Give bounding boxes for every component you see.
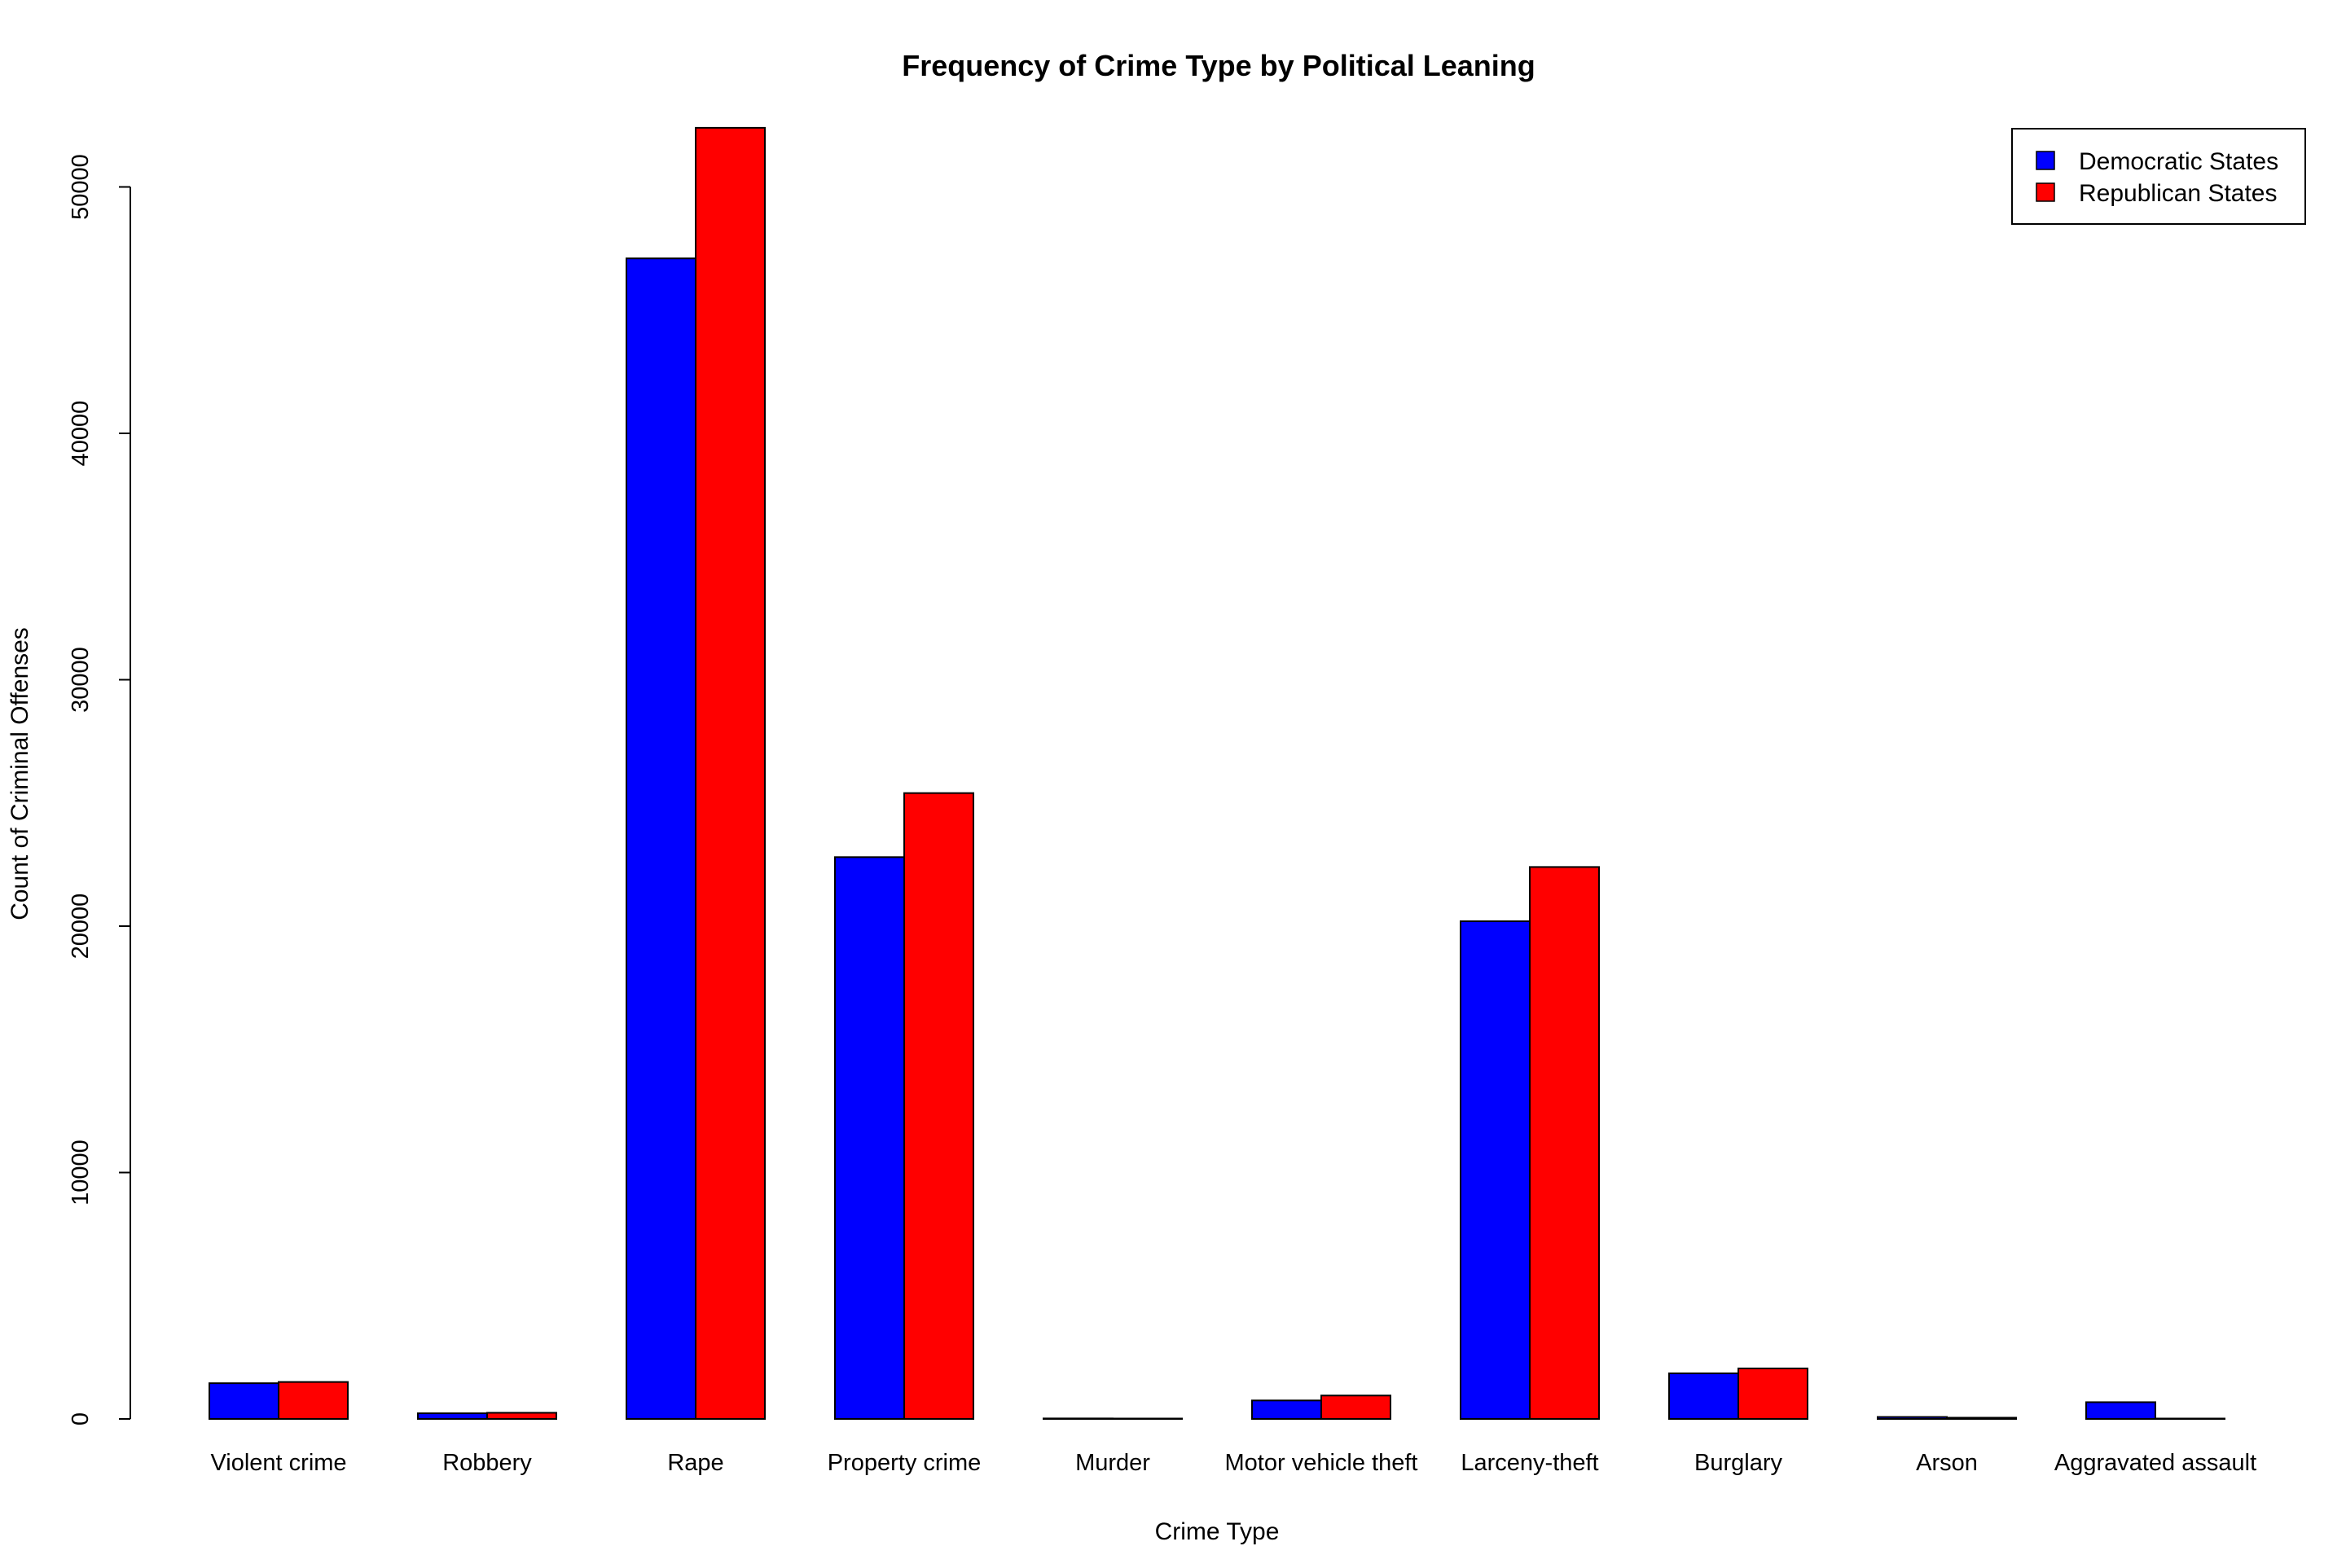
legend-swatch-republican: [2036, 182, 2055, 202]
x-tick-label: Murder: [1075, 1450, 1150, 1476]
y-axis: 0 10000 20000 30000 40000 50000: [68, 154, 131, 1425]
bar-democratic: [1251, 1399, 1322, 1420]
bar-republican: [2155, 1417, 2225, 1420]
bar-republican: [695, 126, 766, 1420]
legend-label-republican: Republican States: [2079, 180, 2278, 207]
bar-republican: [1529, 866, 1600, 1420]
legend-box: [2011, 128, 2306, 225]
x-tick-label: Larceny-theft: [1461, 1450, 1598, 1476]
bar-democratic: [209, 1382, 279, 1420]
bar-republican: [903, 792, 974, 1420]
bars: [209, 126, 2225, 1421]
bar-republican: [486, 1412, 557, 1420]
y-tick-label: 20000: [68, 894, 94, 960]
x-tick-label: Motor vehicle theft: [1225, 1450, 1418, 1476]
bar-democratic: [1460, 920, 1531, 1420]
bar-democratic: [417, 1412, 488, 1420]
x-axis-label: Crime Type: [1155, 1518, 1280, 1545]
legend-swatch-democratic: [2036, 151, 2055, 170]
x-tick-label: Aggravated assault: [2054, 1450, 2256, 1476]
chart-title: Frequency of Crime Type by Political Lea…: [902, 49, 1535, 82]
x-tick-label: Burglary: [1694, 1450, 1782, 1476]
bar-republican: [1112, 1417, 1183, 1420]
y-tick-label: 50000: [68, 154, 94, 220]
y-tick-label: 0: [68, 1412, 94, 1425]
legend: Democratic States Republican States: [2011, 128, 2306, 225]
bar-democratic: [1043, 1417, 1114, 1421]
bar-republican: [1320, 1395, 1391, 1420]
bar-republican: [1738, 1367, 1808, 1421]
y-tick-label: 10000: [68, 1140, 94, 1206]
x-tick-labels: Violent crime Robbery Rape Property crime Mu…: [210, 1450, 2256, 1476]
bar-democratic: [626, 257, 696, 1421]
y-tick-label: 40000: [68, 401, 94, 467]
x-tick-label: Robbery: [442, 1450, 532, 1476]
bar-republican: [278, 1381, 349, 1420]
bar-democratic: [1877, 1416, 1948, 1420]
y-tick-label: 30000: [68, 647, 94, 713]
x-tick-label: Arson: [1916, 1450, 1978, 1476]
bar-democratic: [2085, 1401, 2156, 1421]
x-tick-label: Violent crime: [210, 1450, 346, 1476]
y-axis-label: Count of Criminal Offenses: [7, 627, 33, 920]
bar-republican: [1946, 1416, 2017, 1421]
legend-label-democratic: Democratic States: [2079, 148, 2278, 175]
bar-democratic: [834, 856, 905, 1421]
x-tick-label: Property crime: [828, 1450, 982, 1476]
x-tick-label: Rape: [667, 1450, 723, 1476]
bar-democratic: [1668, 1373, 1739, 1420]
